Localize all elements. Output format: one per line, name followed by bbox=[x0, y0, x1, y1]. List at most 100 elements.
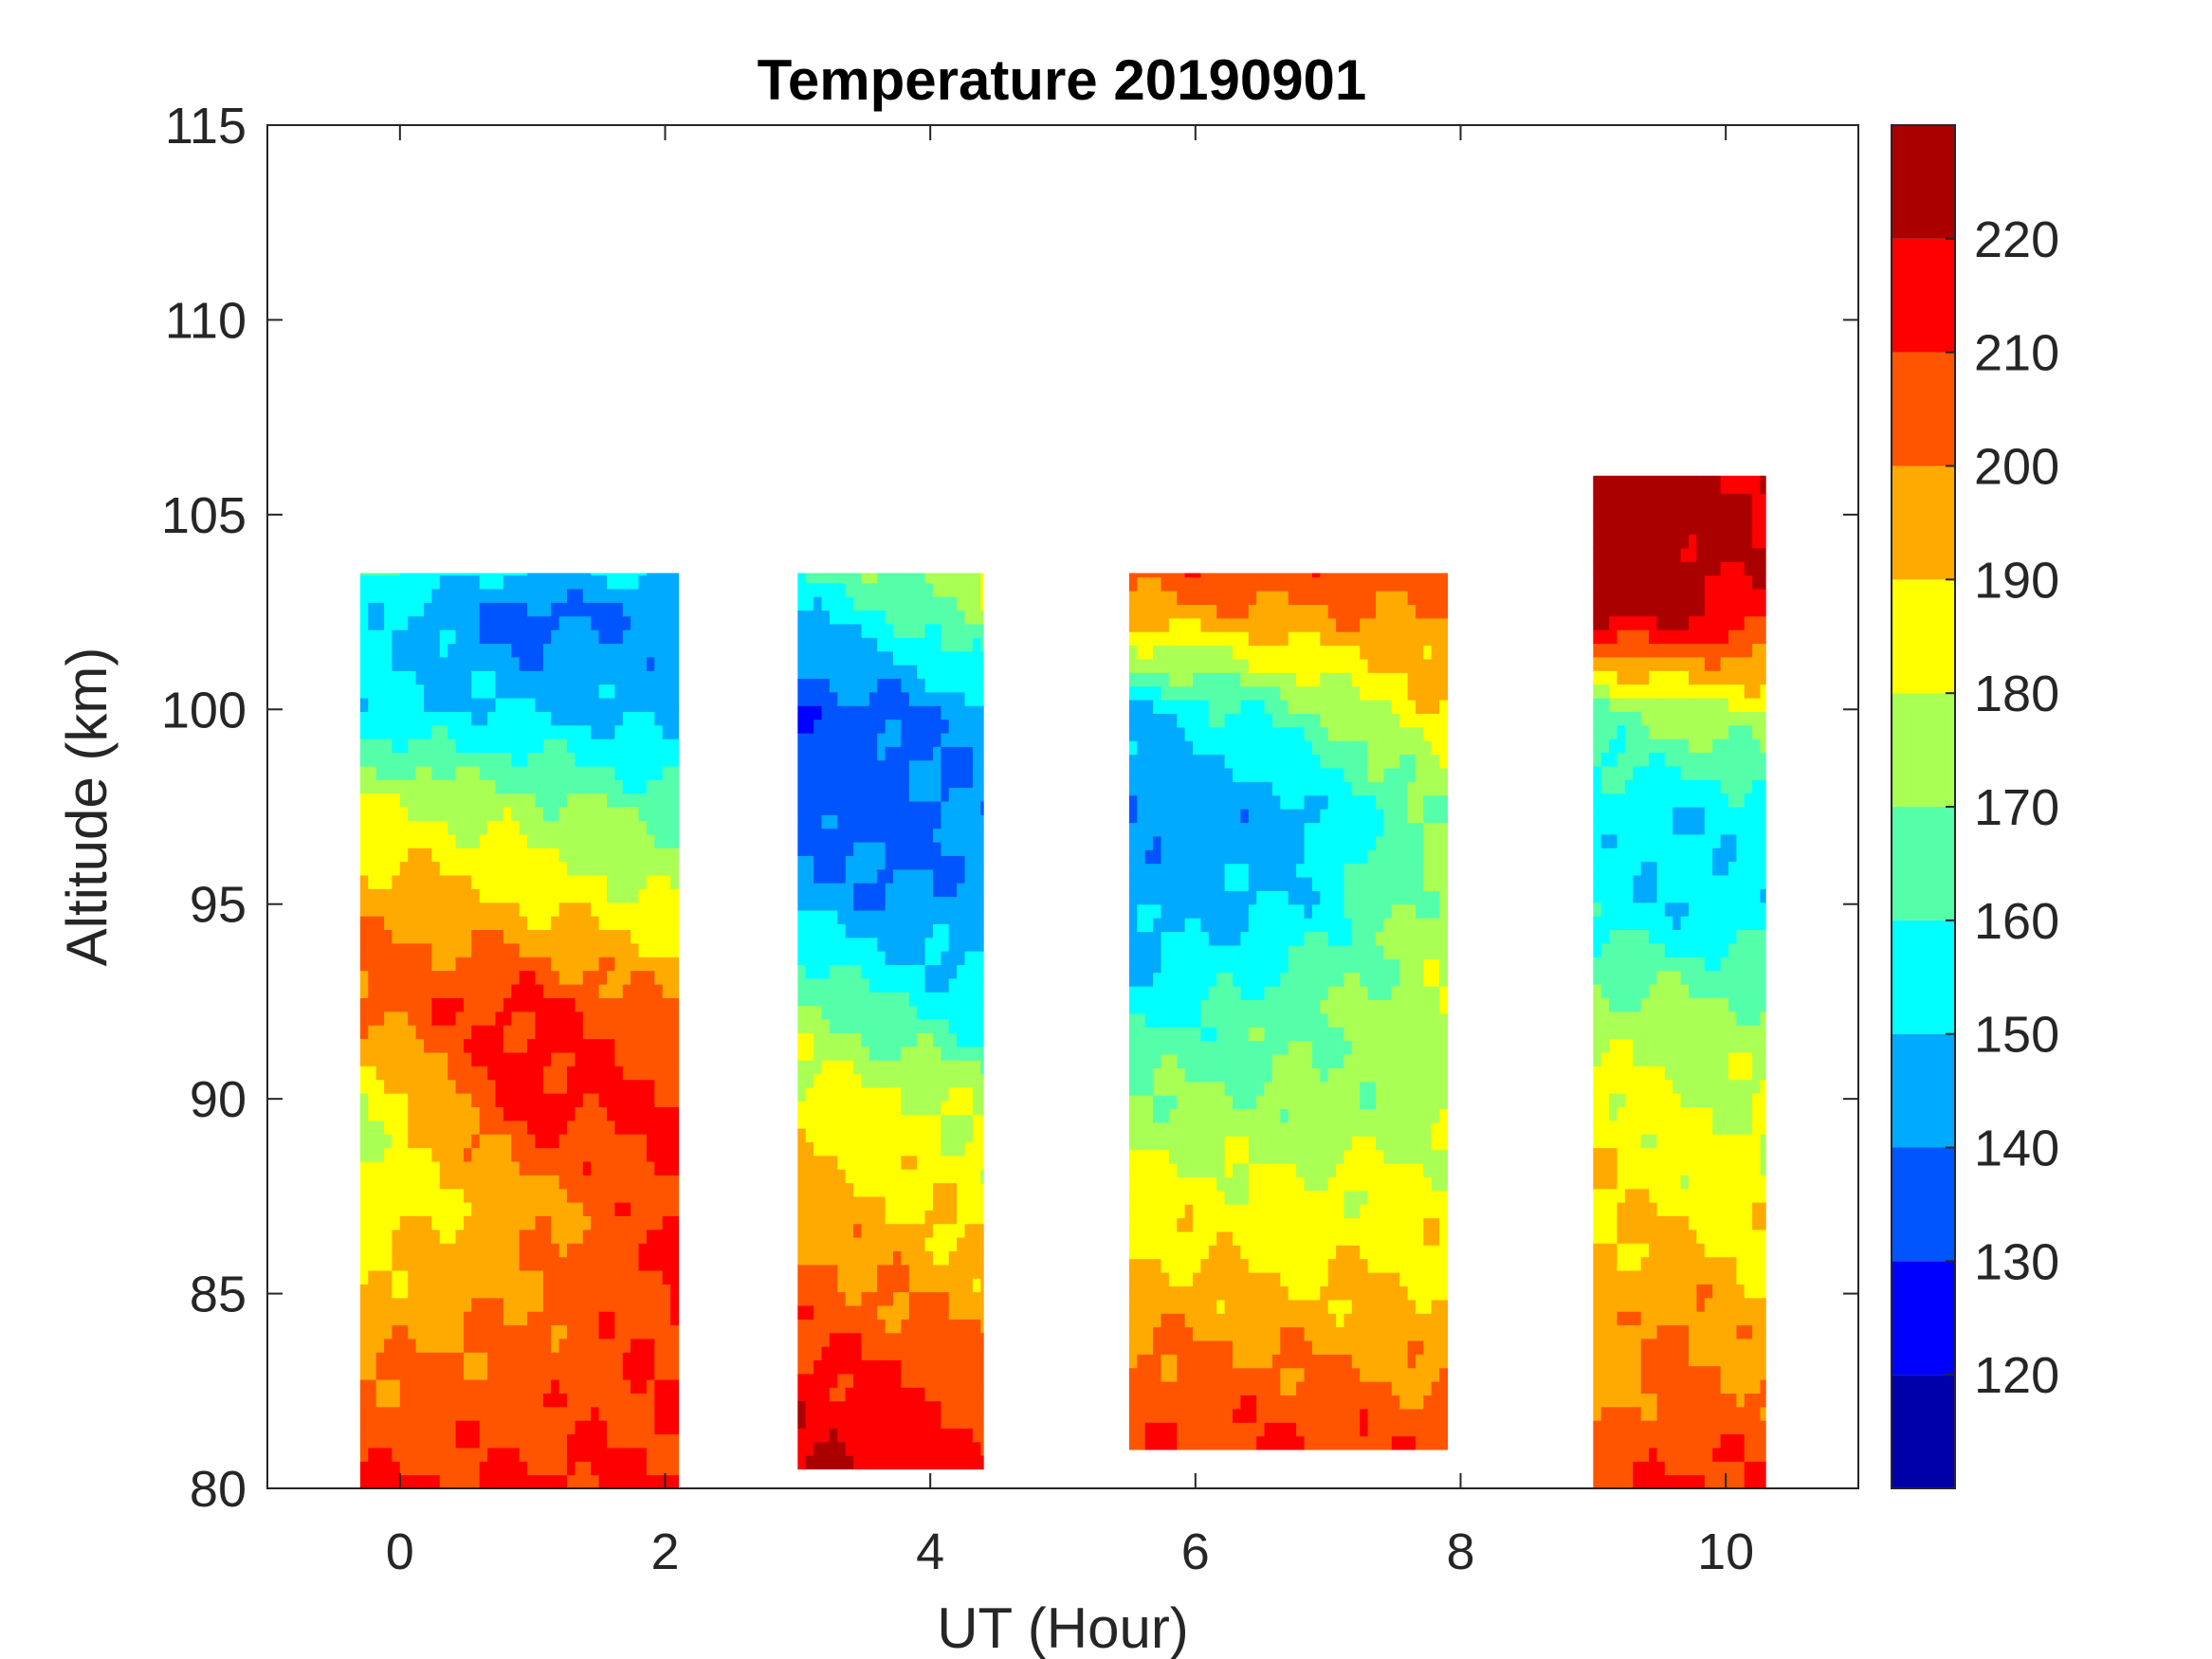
contour-cell bbox=[1184, 617, 1194, 632]
contour-cell bbox=[1137, 781, 1146, 796]
contour-cell bbox=[972, 1332, 981, 1347]
contour-cell bbox=[1161, 1040, 1170, 1055]
contour-cell bbox=[868, 1128, 878, 1142]
contour-cell bbox=[464, 724, 472, 739]
contour-cell bbox=[614, 1160, 624, 1176]
contour-cell bbox=[1137, 918, 1146, 933]
contour-cell bbox=[558, 643, 568, 658]
contour-cell bbox=[933, 1046, 941, 1061]
contour-cell bbox=[582, 656, 592, 671]
contour-cell bbox=[455, 1175, 465, 1190]
contour-cell bbox=[614, 1447, 624, 1462]
contour-cell bbox=[805, 1210, 814, 1225]
contour-cell bbox=[1208, 958, 1217, 974]
contour-cell bbox=[654, 1243, 664, 1258]
contour-cell bbox=[558, 1134, 568, 1149]
contour-cell bbox=[511, 1256, 521, 1271]
contour-cell bbox=[941, 1169, 950, 1184]
contour-cell bbox=[868, 1046, 878, 1061]
contour-cell bbox=[853, 665, 863, 679]
contour-cell bbox=[654, 1202, 664, 1216]
contour-cell bbox=[638, 970, 648, 985]
contour-cell bbox=[558, 573, 568, 576]
contour-cell bbox=[535, 1433, 544, 1449]
contour-cell bbox=[591, 1256, 600, 1271]
contour-cell bbox=[455, 1079, 465, 1094]
contour-cell bbox=[670, 888, 680, 903]
contour-cell bbox=[431, 929, 441, 944]
contour-cell bbox=[399, 724, 409, 739]
contour-cell bbox=[972, 868, 981, 884]
contour-cell bbox=[464, 820, 472, 835]
contour-cell bbox=[375, 1311, 385, 1326]
contour-cell bbox=[1193, 1217, 1201, 1232]
contour-cell bbox=[837, 1223, 847, 1238]
contour-cell bbox=[893, 1387, 902, 1402]
contour-cell bbox=[575, 820, 584, 835]
contour-cell bbox=[829, 1210, 838, 1225]
contour-cell bbox=[368, 861, 377, 876]
contour-cell bbox=[877, 1332, 887, 1347]
contour-cell bbox=[384, 1038, 393, 1053]
contour-cell bbox=[924, 814, 934, 830]
contour-cell bbox=[972, 828, 981, 843]
contour-cell bbox=[837, 896, 847, 911]
contour-cell bbox=[415, 861, 425, 876]
contour-cell bbox=[1177, 1040, 1186, 1055]
contour-cell bbox=[829, 868, 838, 884]
contour-cell bbox=[464, 779, 472, 794]
contour-cell bbox=[479, 807, 488, 821]
contour-cell bbox=[551, 602, 560, 617]
contour-cell bbox=[384, 1461, 393, 1476]
contour-cell bbox=[814, 1304, 823, 1320]
contour-cell bbox=[893, 650, 902, 665]
contour-cell bbox=[837, 842, 847, 856]
contour-cell bbox=[1161, 1272, 1170, 1286]
contour-cell bbox=[598, 724, 608, 739]
contour-cell bbox=[1144, 931, 1154, 946]
contour-cell bbox=[471, 1038, 481, 1053]
contour-cell bbox=[582, 793, 592, 808]
contour-cell bbox=[980, 1169, 984, 1184]
contour-cell bbox=[424, 1229, 432, 1244]
contour-cell bbox=[487, 1338, 497, 1353]
contour-cell bbox=[622, 861, 631, 876]
contour-cell bbox=[527, 1160, 537, 1176]
contour-cell bbox=[908, 964, 918, 979]
contour-cell bbox=[861, 637, 870, 652]
contour-cell bbox=[1200, 1190, 1210, 1205]
contour-cell bbox=[479, 724, 488, 739]
contour-cell bbox=[607, 1365, 615, 1380]
contour-cell bbox=[972, 582, 981, 597]
contour-cell bbox=[399, 779, 409, 794]
contour-cell bbox=[464, 1025, 472, 1040]
contour-cell bbox=[957, 1210, 966, 1225]
contour-cell bbox=[1208, 1422, 1217, 1437]
contour-cell bbox=[575, 1093, 584, 1107]
contour-cell bbox=[1184, 781, 1194, 796]
contour-cell bbox=[399, 1461, 409, 1476]
contour-cell bbox=[908, 1046, 918, 1061]
contour-cell bbox=[885, 1455, 894, 1470]
contour-cell bbox=[567, 656, 576, 671]
contour-cell bbox=[511, 1447, 521, 1462]
contour-cell bbox=[1128, 794, 1138, 810]
contour-cell bbox=[933, 855, 941, 870]
contour-cell bbox=[1200, 700, 1210, 714]
contour-cell bbox=[1137, 645, 1146, 660]
contour-cell bbox=[503, 752, 512, 767]
contour-cell bbox=[980, 678, 984, 693]
contour-cell bbox=[868, 1413, 878, 1429]
contour-cell bbox=[399, 698, 409, 712]
contour-cell bbox=[917, 896, 926, 911]
contour-cell bbox=[917, 1005, 926, 1020]
contour-cell bbox=[591, 698, 600, 712]
contour-cell bbox=[439, 643, 448, 658]
contour-cell bbox=[399, 942, 409, 957]
contour-cell bbox=[868, 896, 878, 911]
contour-cell bbox=[431, 957, 441, 972]
contour-cell bbox=[448, 820, 457, 835]
contour-cell bbox=[845, 1250, 854, 1266]
contour-cell bbox=[431, 615, 441, 630]
contour-cell bbox=[408, 1025, 417, 1040]
